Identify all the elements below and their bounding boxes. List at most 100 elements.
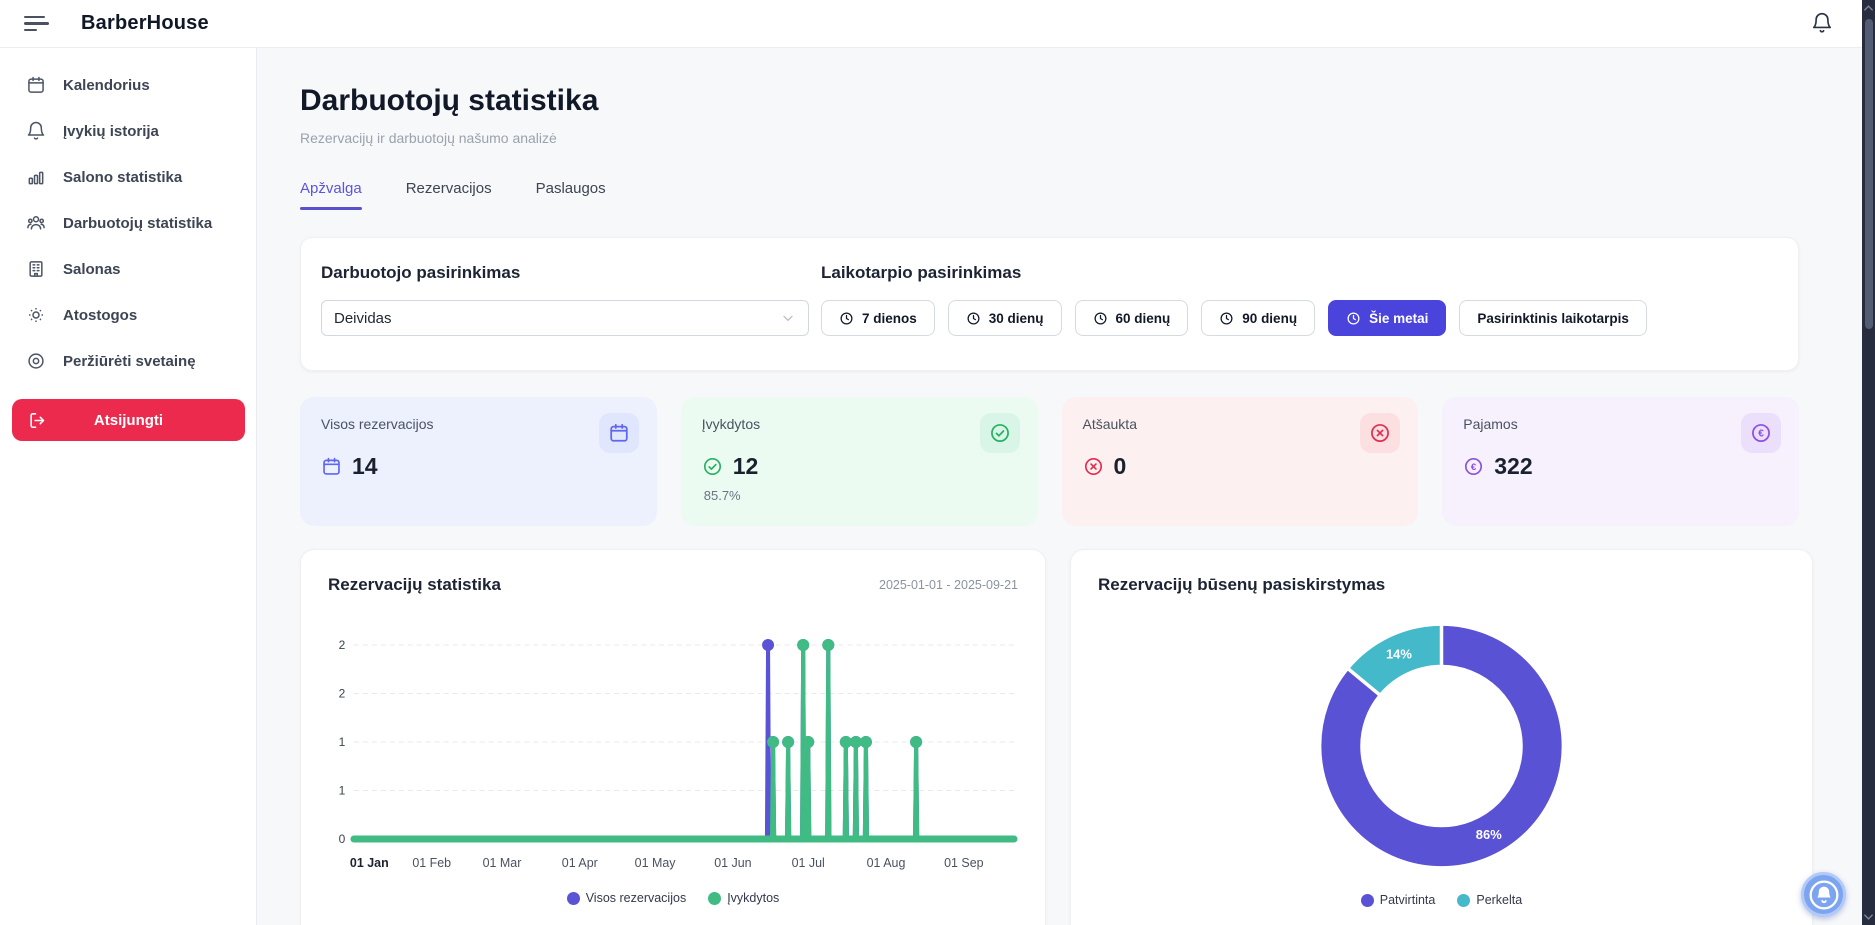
svg-text:01 Jan: 01 Jan: [350, 856, 389, 870]
svg-text:01 Feb: 01 Feb: [412, 856, 451, 870]
check-circle-icon: [990, 424, 1009, 442]
clock-icon: [1220, 311, 1233, 325]
period-filter-label: Laikotarpio pasirinkimas: [821, 263, 1022, 282]
stat-card-ivykdytos: Įvykdytos 12 85.7%: [680, 397, 1038, 526]
x-circle-icon: [1371, 424, 1390, 442]
bar-chart-icon: [28, 171, 44, 185]
tab-bar: Apžvalga Rezervacijos Paslaugos: [300, 180, 1799, 210]
euro-circle-icon: €: [1752, 424, 1770, 442]
line-chart-date-range: 2025-01-01 - 2025-09-21: [879, 578, 1018, 592]
users-icon: [27, 216, 45, 230]
svg-text:01 May: 01 May: [635, 856, 677, 870]
logout-button[interactable]: Atsijungti: [12, 399, 245, 441]
calendar-icon: [323, 457, 340, 475]
period-this-year-button[interactable]: Šie metai: [1328, 300, 1447, 336]
donut-chart: 86% 14%: [1321, 623, 1562, 867]
stat-card-atsaukta: Atšaukta 0: [1061, 397, 1419, 526]
donut-chart-legend: Patvirtinta Perkelta: [1098, 893, 1785, 907]
svg-text:01 Jun: 01 Jun: [714, 856, 751, 870]
scroll-down-icon[interactable]: [1863, 913, 1874, 921]
clock-icon: [1094, 311, 1107, 325]
calendar-icon: [28, 76, 44, 93]
sidebar-item-darbuotoju-statistika[interactable]: Darbuotojų statistika: [0, 200, 256, 246]
period-90-days-button[interactable]: 90 dienų: [1201, 300, 1316, 336]
svg-text:0: 0: [339, 832, 346, 846]
sidebar-item-salono-statistika[interactable]: Salono statistika: [0, 154, 256, 200]
stat-value: 322: [1494, 453, 1533, 479]
clock-icon: [967, 311, 980, 325]
stat-card-visos-rezervacijos: Visos rezervacijos 14: [300, 397, 657, 526]
sun-icon: [28, 307, 44, 323]
period-30-days-button[interactable]: 30 dienų: [947, 300, 1062, 336]
employee-select-value: Deividas: [334, 309, 392, 327]
stat-percentage: 85.7%: [703, 488, 741, 503]
legend-item: Patvirtinta: [1360, 893, 1435, 907]
stat-badge: [1360, 413, 1401, 453]
brand-title: BarberHouse: [81, 12, 209, 34]
svg-text:01 Aug: 01 Aug: [867, 856, 906, 870]
stat-label: Atšaukta: [1082, 416, 1137, 432]
svg-text:14%: 14%: [1386, 647, 1412, 662]
svg-text:86%: 86%: [1476, 827, 1502, 842]
filters-panel: Darbuotojo pasirinkimas Deividas Laikota…: [300, 237, 1799, 371]
scrollbar-thumb[interactable]: [1864, 19, 1873, 329]
x-circle-icon: [1084, 457, 1102, 476]
reservations-line-chart-card: Rezervacijų statistika 2025-01-01 - 2025…: [300, 549, 1046, 925]
legend-dot: [566, 891, 580, 905]
stat-label: Pajamos: [1463, 416, 1518, 432]
menu-toggle-icon[interactable]: [24, 15, 50, 32]
sidebar-item-perziureti-svetaine[interactable]: Peržiūrėti svetainę: [0, 338, 256, 384]
euro-circle-icon: €: [1465, 457, 1483, 476]
page-scrollbar[interactable]: [1862, 0, 1875, 925]
legend-item: Visos rezervacijos: [566, 891, 686, 905]
line-chart-title: Rezervacijų statistika: [328, 575, 501, 594]
page-subtitle: Rezervacijų ir darbuotojų našumo analizė: [300, 130, 557, 146]
legend-dot: [1360, 893, 1374, 907]
donut-chart-title: Rezervacijų būsenų pasiskirstymas: [1098, 575, 1386, 594]
tab-paslaugos[interactable]: Paslaugos: [535, 180, 606, 197]
chevron-down-icon: [783, 315, 793, 322]
period-buttons: 7 dienos 30 dienų 60 dienų 90 dienų Šie …: [821, 300, 1647, 336]
svg-text:1: 1: [339, 783, 346, 797]
stat-card-pajamos: Pajamos € € 322: [1442, 397, 1799, 526]
line-chart-legend: Visos rezervacijos Įvykdytos: [328, 891, 1018, 905]
period-60-days-button[interactable]: 60 dienų: [1074, 300, 1189, 336]
bell-icon: [27, 121, 45, 140]
sidebar-item-ivykiu-istorija[interactable]: Įvykių istorija: [0, 108, 256, 154]
stat-badge: €: [1741, 413, 1781, 453]
period-7-days-button[interactable]: 7 dienos: [821, 300, 935, 336]
svg-text:2: 2: [339, 638, 346, 652]
stat-value: 14: [352, 453, 378, 479]
employee-filter-label: Darbuotojo pasirinkimas: [321, 263, 521, 282]
bell-icon: [1809, 880, 1838, 909]
stat-badge: [979, 413, 1020, 453]
calendar-icon: [610, 423, 628, 442]
stats-row: Visos rezervacijos 14 Įvykdytos 12 85.7%…: [300, 397, 1799, 526]
period-custom-button[interactable]: Pasirinktinis laikotarpis: [1459, 300, 1647, 336]
legend-item: Įvykdytos: [708, 891, 779, 905]
status-donut-chart-card: Rezervacijų būsenų pasiskirstymas 86% 14%…: [1070, 549, 1813, 925]
page-title: Darbuotojų statistika: [300, 84, 599, 117]
scroll-up-icon[interactable]: [1863, 4, 1874, 12]
sidebar-item-salonas[interactable]: Salonas: [0, 246, 256, 292]
svg-text:1: 1: [339, 735, 346, 749]
clock-icon: [840, 311, 853, 325]
sidebar-item-kalendorius[interactable]: Kalendorius: [0, 62, 256, 108]
legend-dot: [1457, 893, 1471, 907]
sidebar-item-atostogos[interactable]: Atostogos: [0, 292, 256, 338]
notifications-widget-fab[interactable]: [1801, 872, 1846, 917]
svg-text:01 Jul: 01 Jul: [792, 856, 825, 870]
tab-rezervacijos[interactable]: Rezervacijos: [405, 180, 492, 197]
stat-label: Įvykdytos: [701, 416, 761, 432]
tab-apzvalga[interactable]: Apžvalga: [300, 180, 362, 210]
svg-text:01 Apr: 01 Apr: [562, 856, 598, 870]
employee-select[interactable]: Deividas: [321, 300, 809, 336]
charts-row: Rezervacijų statistika 2025-01-01 - 2025…: [300, 549, 1813, 925]
svg-text:01 Mar: 01 Mar: [483, 856, 522, 870]
stat-label: Visos rezervacijos: [321, 416, 434, 432]
legend-dot: [708, 891, 722, 905]
svg-text:01 Sep: 01 Sep: [944, 856, 984, 870]
notifications-bell-icon[interactable]: [1810, 12, 1834, 36]
eye-icon: [28, 353, 44, 369]
legend-item: Perkelta: [1457, 893, 1522, 907]
